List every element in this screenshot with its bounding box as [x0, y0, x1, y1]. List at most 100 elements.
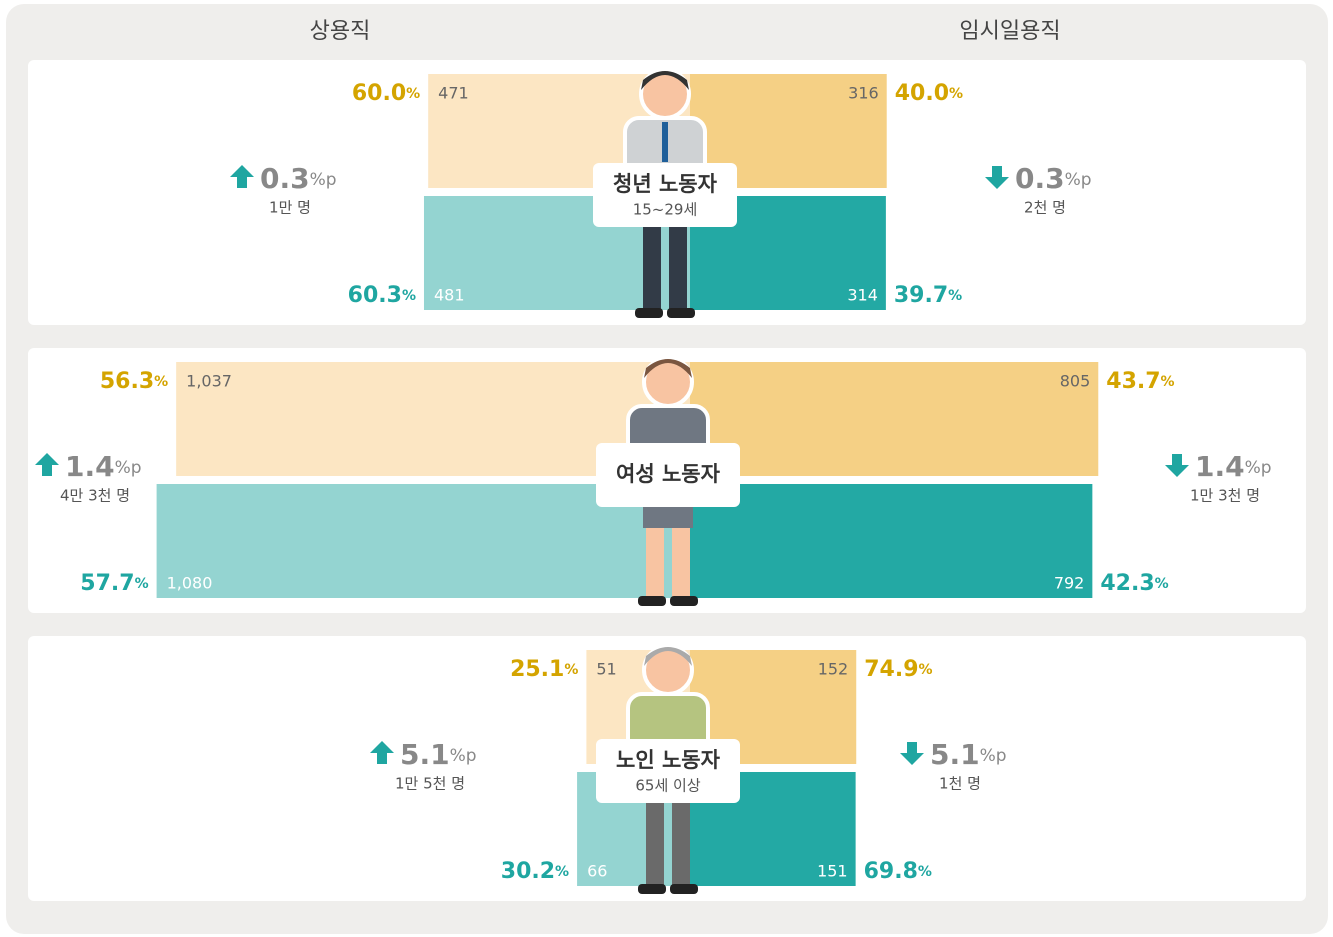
share-label: 57.7% — [80, 571, 148, 596]
share-number: 69.8 — [864, 859, 918, 884]
value-label: 792 — [1054, 574, 1085, 593]
column-header: 임시일용직 — [959, 19, 1060, 44]
change-value: 0.3%p — [1015, 162, 1092, 195]
share-number: 60.0 — [352, 81, 406, 106]
share-label: 60.3% — [348, 283, 416, 308]
share-label: 60.0% — [352, 81, 420, 106]
change-arrow — [900, 742, 924, 765]
value-label: 805 — [1060, 372, 1091, 391]
change-count: 4만 3천 명 — [60, 487, 130, 505]
value-label: 151 — [817, 862, 848, 881]
share-label: 42.3% — [1100, 571, 1168, 596]
share-label: 69.8% — [864, 859, 932, 884]
figure-leg — [669, 210, 687, 310]
share-number: 25.1 — [510, 657, 564, 682]
change-arrow — [985, 166, 1009, 189]
share-unit: % — [555, 864, 569, 880]
figure-shoe — [635, 308, 663, 318]
change-count: 2천 명 — [1024, 199, 1066, 217]
change-unit: %p — [1065, 170, 1092, 190]
change-unit: %p — [1245, 458, 1272, 478]
figure-head — [639, 68, 691, 120]
change-number: 5.1 — [930, 738, 980, 771]
share-unit: % — [135, 576, 149, 592]
change-unit: %p — [115, 458, 142, 478]
share-number: 57.7 — [80, 571, 134, 596]
figure-leg — [646, 786, 664, 886]
share-label: 39.7% — [894, 283, 962, 308]
value-label: 316 — [848, 84, 879, 103]
share-number: 40.0 — [895, 81, 949, 106]
change-arrow — [35, 453, 59, 476]
change-count: 1천 명 — [939, 775, 981, 793]
label-box — [596, 739, 740, 803]
figure-hair — [644, 359, 692, 378]
change-unit: %p — [310, 170, 337, 190]
label-box — [593, 163, 737, 227]
change-arrow — [1165, 454, 1189, 477]
panel-subtitle: 15~29세 — [633, 201, 698, 219]
share-unit: % — [949, 86, 963, 102]
figure-head — [642, 644, 694, 696]
figure-shoe — [670, 884, 698, 894]
change-number: 5.1 — [400, 738, 450, 771]
change-count: 1만 5천 명 — [395, 775, 465, 793]
share-unit: % — [948, 288, 962, 304]
label-box — [596, 443, 740, 507]
bar — [690, 362, 1099, 476]
value-label: 1,080 — [167, 574, 213, 593]
share-number: 60.3 — [348, 283, 402, 308]
share-label: 40.0% — [895, 81, 963, 106]
change-value: 5.1%p — [930, 738, 1007, 771]
figure-shoe — [638, 596, 666, 606]
change-number: 0.3 — [260, 162, 310, 195]
share-number: 30.2 — [501, 859, 555, 884]
change-number: 1.4 — [1195, 450, 1245, 483]
change-value: 5.1%p — [400, 738, 477, 771]
figure-shoe — [670, 596, 698, 606]
figure-head — [642, 356, 694, 408]
share-unit: % — [406, 86, 420, 102]
share-unit: % — [919, 662, 933, 678]
share-label: 30.2% — [501, 859, 569, 884]
share-label: 74.9% — [864, 657, 932, 682]
share-number: 43.7 — [1106, 369, 1160, 394]
share-number: 74.9 — [864, 657, 918, 682]
share-unit: % — [154, 374, 168, 390]
share-label: 56.3% — [100, 369, 168, 394]
change-value: 0.3%p — [260, 162, 337, 195]
panel-subtitle: 65세 이상 — [635, 777, 700, 795]
figure-leg — [643, 210, 661, 310]
change-count: 1만 3천 명 — [1190, 487, 1260, 505]
share-label: 25.1% — [510, 657, 578, 682]
change-value: 1.4%p — [65, 450, 142, 483]
change-number: 1.4 — [65, 450, 115, 483]
change-arrow — [230, 165, 254, 188]
change-arrow — [370, 741, 394, 764]
value-label: 152 — [818, 660, 849, 679]
figure-shoe — [667, 308, 695, 318]
share-unit: % — [1155, 576, 1169, 592]
change-unit: %p — [450, 746, 477, 766]
figure-shoe — [638, 884, 666, 894]
share-unit: % — [564, 662, 578, 678]
value-label: 314 — [847, 286, 878, 305]
panel-title: 노인 노동자 — [616, 748, 721, 772]
share-label: 43.7% — [1106, 369, 1174, 394]
value-label: 1,037 — [186, 372, 232, 391]
value-label: 471 — [438, 84, 469, 103]
figure-hair — [644, 647, 692, 666]
change-count: 1만 명 — [269, 199, 311, 217]
share-unit: % — [402, 288, 416, 304]
change-unit: %p — [980, 746, 1007, 766]
figure-tie — [662, 122, 668, 162]
share-number: 56.3 — [100, 369, 154, 394]
value-label: 66 — [587, 862, 607, 881]
value-label: 51 — [596, 660, 616, 679]
share-unit: % — [918, 864, 932, 880]
column-header: 상용직 — [310, 19, 371, 44]
share-number: 39.7 — [894, 283, 948, 308]
figure-hair — [641, 71, 689, 90]
change-number: 0.3 — [1015, 162, 1065, 195]
share-number: 42.3 — [1100, 571, 1154, 596]
